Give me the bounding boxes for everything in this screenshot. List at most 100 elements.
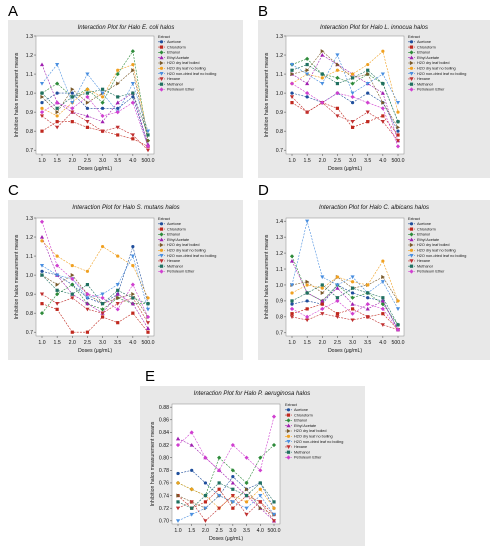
y-tick-label-c-2: 0.9 <box>26 292 33 298</box>
data-point-d-8-1 <box>305 291 309 295</box>
series-line-c-6 <box>41 255 149 310</box>
data-point-e-9-2 <box>203 455 208 460</box>
data-point-d-8-0 <box>290 299 294 303</box>
legend-marker-b-8 <box>409 82 414 86</box>
data-point-a-9-3 <box>85 94 90 99</box>
data-point-b-0-0 <box>290 91 294 95</box>
y-tick-label-c-0: 0.7 <box>26 330 33 336</box>
data-point-d-0-0 <box>290 302 294 306</box>
data-point-b-5-7 <box>396 110 400 114</box>
series-line-c-0 <box>41 245 149 304</box>
data-point-a-4-1 <box>55 110 60 115</box>
data-point-b-9-2 <box>320 100 325 105</box>
data-point-c-5-7 <box>146 296 150 300</box>
data-point-a-1-2 <box>70 120 74 124</box>
data-point-c-3-0 <box>39 234 45 239</box>
legend-label-b-7: Hexane <box>417 77 430 81</box>
legend-marker-d-2 <box>409 232 414 237</box>
legend-label-a-4: H2O dry leaf boiled <box>167 61 200 65</box>
legend-marker-a-6 <box>159 72 164 76</box>
x-tick-label-b-2: 2.0 <box>319 158 326 164</box>
x-tick-label-e-7: 500.0 <box>268 528 281 534</box>
series-line-d-5 <box>291 260 399 302</box>
series-line-e-3 <box>177 438 275 522</box>
data-point-b-0-1 <box>305 95 309 99</box>
data-point-d-7-4 <box>350 318 355 323</box>
data-point-b-3-1 <box>305 81 310 86</box>
data-point-c-6-1 <box>55 273 60 278</box>
data-point-c-7-0 <box>39 292 45 297</box>
data-point-d-6-4 <box>350 275 355 280</box>
data-point-c-7-1 <box>55 302 60 306</box>
data-point-e-8-7 <box>272 500 276 504</box>
data-point-a-3-5 <box>115 100 120 105</box>
data-point-d-6-7 <box>395 307 401 311</box>
data-point-e-6-0 <box>175 519 181 523</box>
legend-label-a-2: Ethanol <box>167 51 180 55</box>
data-point-d-5-7 <box>396 299 400 303</box>
legend-label-a-5: H2O dry leaf no boiling <box>167 67 206 71</box>
data-point-d-3-6 <box>380 298 385 303</box>
legend-label-a-6: H2O non-dried leaf no boiling <box>167 72 216 76</box>
data-point-e-2-3 <box>217 455 222 460</box>
data-point-a-6-1 <box>55 62 60 67</box>
data-point-a-1-0 <box>40 129 44 133</box>
legend-label-e-6: H2O non-dried leaf no boiling <box>294 440 343 444</box>
plot-area-c <box>35 217 155 337</box>
data-point-a-4-3 <box>85 100 90 105</box>
legend-marker-d-0 <box>409 222 414 226</box>
data-point-c-0-6 <box>131 244 135 249</box>
data-point-b-8-3 <box>335 81 340 86</box>
data-point-a-5-1 <box>55 114 59 118</box>
y-tick-label-d-6: 1.3 <box>276 235 283 241</box>
data-point-a-2-6 <box>130 49 135 54</box>
data-point-b-1-0 <box>290 101 294 105</box>
data-point-d-8-7 <box>396 323 400 327</box>
legend-label-d-9: Petroleum Ether <box>417 270 445 274</box>
series-line-a-4 <box>41 69 149 141</box>
data-point-d-7-3 <box>335 315 340 319</box>
data-point-a-9-2 <box>70 106 75 111</box>
data-point-c-4-5 <box>116 295 120 301</box>
data-point-a-8-7 <box>146 133 150 137</box>
legend-marker-b-6 <box>409 72 414 76</box>
legend-label-c-7: Hexane <box>167 259 180 263</box>
legend-label-e-5: H2O dry leaf no boiling <box>294 435 333 439</box>
series-line-c-9 <box>41 221 149 318</box>
legend-label-c-1: Chloroform <box>167 227 186 231</box>
data-point-c-6-5 <box>115 283 120 287</box>
data-point-d-6-1 <box>305 219 310 224</box>
data-point-c-5-0 <box>40 239 44 243</box>
series-line-d-4 <box>291 276 399 302</box>
x-tick-label-e-6: 4.0 <box>257 528 264 534</box>
legend-label-c-2: Ethanol <box>167 233 180 237</box>
data-point-e-2-6 <box>258 455 263 460</box>
legend-marker-d-6 <box>409 254 414 258</box>
legend-label-e-2: Ethanol <box>294 419 307 423</box>
data-point-b-3-2 <box>320 52 325 57</box>
data-point-c-1-2 <box>70 330 74 334</box>
y-tick-label-a-0: 0.7 <box>26 148 33 154</box>
data-point-a-5-5 <box>116 68 120 72</box>
series-line-d-2 <box>291 256 399 326</box>
legend-header-b: Extract <box>408 35 421 39</box>
data-point-d-7-5 <box>365 315 370 319</box>
y-tick-label-c-1: 0.8 <box>26 311 33 317</box>
series-line-c-3 <box>41 236 149 329</box>
series-line-e-9 <box>177 416 275 471</box>
data-point-a-9-6 <box>130 100 135 105</box>
legend-marker-a-3 <box>159 55 164 60</box>
legend-marker-e-9 <box>286 455 291 460</box>
y-tick-label-e-4: 0.78 <box>159 468 169 474</box>
x-tick-label-b-3: 2.5 <box>334 158 341 164</box>
legend-header-c: Extract <box>158 217 171 221</box>
data-point-a-8-4 <box>100 87 105 91</box>
legend-header-d: Extract <box>408 217 421 221</box>
series-line-d-7 <box>291 313 399 330</box>
data-point-b-5-6 <box>381 49 385 53</box>
legend-marker-d-8 <box>409 264 414 268</box>
data-point-e-8-5 <box>244 493 249 498</box>
data-point-d-1-0 <box>290 312 294 316</box>
data-point-c-3-6 <box>130 301 135 306</box>
x-axis-label-a: Doses (μg/mL) <box>78 166 112 172</box>
